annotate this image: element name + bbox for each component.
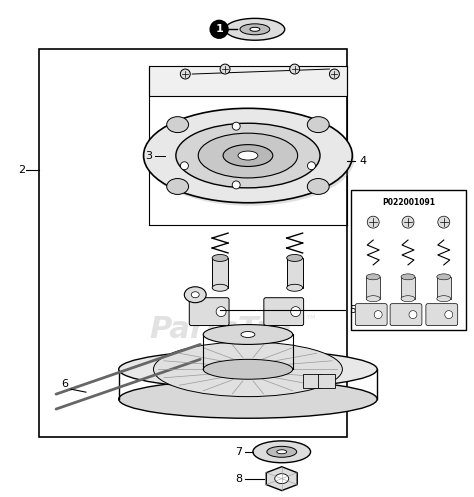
FancyBboxPatch shape xyxy=(356,304,387,326)
Text: 1: 1 xyxy=(215,24,223,34)
Ellipse shape xyxy=(203,325,292,344)
Circle shape xyxy=(180,69,190,79)
Ellipse shape xyxy=(366,274,380,280)
Bar xyxy=(437,277,451,299)
Ellipse shape xyxy=(223,145,273,166)
Ellipse shape xyxy=(118,350,377,389)
Circle shape xyxy=(402,216,414,228)
Circle shape xyxy=(374,311,382,319)
Ellipse shape xyxy=(366,296,380,302)
Ellipse shape xyxy=(287,284,302,291)
Ellipse shape xyxy=(275,474,289,484)
Circle shape xyxy=(445,311,453,319)
Circle shape xyxy=(210,20,228,38)
Ellipse shape xyxy=(146,111,354,206)
Text: PartsTre: PartsTre xyxy=(149,315,291,344)
Circle shape xyxy=(181,162,188,169)
Circle shape xyxy=(308,162,315,169)
Ellipse shape xyxy=(198,133,298,178)
Circle shape xyxy=(367,216,379,228)
Text: P022001091: P022001091 xyxy=(382,198,435,207)
Bar xyxy=(401,277,415,299)
Circle shape xyxy=(329,69,339,79)
Ellipse shape xyxy=(277,450,287,454)
Bar xyxy=(318,374,336,388)
Text: 8: 8 xyxy=(235,474,242,484)
Ellipse shape xyxy=(191,292,199,298)
Ellipse shape xyxy=(167,117,189,133)
Ellipse shape xyxy=(176,123,320,188)
Ellipse shape xyxy=(238,151,258,160)
Circle shape xyxy=(216,307,226,317)
Ellipse shape xyxy=(437,274,451,280)
Ellipse shape xyxy=(184,287,206,303)
Circle shape xyxy=(232,122,240,130)
Text: 3: 3 xyxy=(146,151,153,161)
Ellipse shape xyxy=(437,296,451,302)
Ellipse shape xyxy=(250,27,260,31)
Bar xyxy=(287,258,302,288)
Ellipse shape xyxy=(167,178,189,194)
Bar xyxy=(366,277,380,299)
Ellipse shape xyxy=(225,18,285,40)
Ellipse shape xyxy=(287,254,302,261)
Ellipse shape xyxy=(144,108,352,203)
FancyBboxPatch shape xyxy=(426,304,458,326)
Ellipse shape xyxy=(307,178,329,194)
Bar xyxy=(351,190,465,330)
Polygon shape xyxy=(266,467,297,491)
Text: 4: 4 xyxy=(359,156,366,166)
Circle shape xyxy=(409,311,417,319)
Text: 7: 7 xyxy=(235,447,242,457)
Ellipse shape xyxy=(154,342,342,397)
FancyBboxPatch shape xyxy=(189,298,229,326)
Ellipse shape xyxy=(118,380,377,418)
FancyBboxPatch shape xyxy=(264,298,304,326)
Bar xyxy=(212,258,228,288)
Polygon shape xyxy=(148,66,347,96)
Text: ™: ™ xyxy=(305,315,317,328)
Bar xyxy=(39,49,347,437)
Ellipse shape xyxy=(212,254,228,261)
Ellipse shape xyxy=(401,296,415,302)
Circle shape xyxy=(290,64,300,74)
Ellipse shape xyxy=(240,24,270,35)
Circle shape xyxy=(291,307,301,317)
Ellipse shape xyxy=(212,284,228,291)
Ellipse shape xyxy=(203,359,292,379)
Ellipse shape xyxy=(253,441,310,463)
Ellipse shape xyxy=(401,274,415,280)
Text: 2: 2 xyxy=(18,166,25,175)
Bar xyxy=(302,374,320,388)
Text: 6: 6 xyxy=(61,379,68,389)
Circle shape xyxy=(438,216,450,228)
Circle shape xyxy=(220,64,230,74)
Text: 5: 5 xyxy=(349,305,356,315)
Ellipse shape xyxy=(307,117,329,133)
FancyBboxPatch shape xyxy=(390,304,422,326)
Ellipse shape xyxy=(241,331,255,337)
Ellipse shape xyxy=(267,446,297,457)
Circle shape xyxy=(232,181,240,189)
